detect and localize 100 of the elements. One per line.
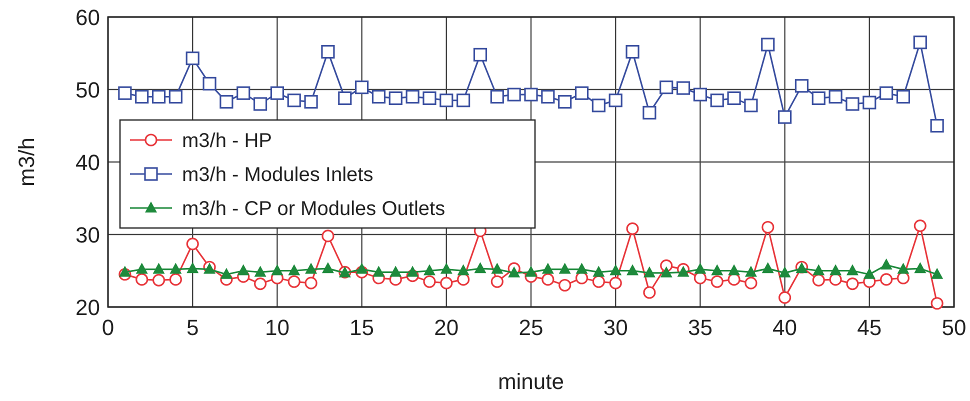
- x-tick-label: 10: [264, 315, 290, 340]
- point: [169, 273, 182, 286]
- point: [322, 262, 334, 274]
- point: [812, 264, 825, 276]
- point: [152, 262, 165, 274]
- point: [491, 262, 504, 274]
- point: [390, 266, 402, 277]
- point: [914, 220, 926, 232]
- point: [660, 80, 674, 94]
- point: [440, 276, 453, 290]
- point: [744, 266, 757, 277]
- point: [744, 276, 758, 290]
- point: [846, 264, 858, 276]
- point: [322, 230, 334, 242]
- point: [896, 272, 910, 284]
- point: [541, 90, 555, 104]
- point: [220, 268, 232, 279]
- point: [880, 258, 892, 270]
- point: [846, 97, 860, 111]
- y-tick-label: 40: [76, 150, 100, 175]
- point: [338, 91, 352, 105]
- point: [744, 98, 758, 112]
- point: [727, 91, 741, 105]
- point: [186, 52, 200, 66]
- legend-label: m3/h - HP: [182, 130, 272, 152]
- point: [930, 118, 944, 133]
- point: [220, 95, 234, 109]
- point: [626, 45, 640, 59]
- point: [710, 94, 724, 108]
- point: [762, 262, 774, 274]
- x-tick-label: 40: [772, 315, 798, 340]
- point: [355, 80, 369, 94]
- point: [762, 220, 774, 234]
- point: [474, 262, 486, 274]
- point: [456, 94, 470, 108]
- point: [710, 275, 724, 288]
- point: [440, 262, 452, 274]
- point: [168, 90, 182, 104]
- point: [321, 45, 335, 59]
- legend-label: m3/h - CP or Modules Outlets: [182, 198, 446, 220]
- point: [609, 276, 622, 290]
- point: [305, 262, 318, 274]
- y-axis-title: m3/h: [14, 138, 39, 186]
- point: [592, 275, 605, 288]
- point: [422, 91, 436, 105]
- x-tick-label: 5: [186, 315, 199, 340]
- x-tick-label: 45: [857, 315, 882, 340]
- y-tick-label: 30: [76, 222, 100, 248]
- point: [236, 86, 250, 100]
- point: [118, 86, 132, 100]
- point: [880, 273, 893, 286]
- point: [778, 110, 792, 124]
- y-tick-label: 60: [76, 5, 100, 30]
- point: [642, 106, 656, 120]
- point: [135, 90, 149, 104]
- point: [576, 262, 588, 274]
- point: [643, 286, 656, 299]
- point: [372, 266, 385, 277]
- legend-label: m3/h - Modules Inlets: [182, 164, 374, 186]
- point: [524, 88, 538, 102]
- point: [592, 266, 605, 277]
- point: [592, 98, 606, 112]
- point: [136, 273, 148, 286]
- point: [846, 278, 859, 290]
- x-tick-label: 35: [688, 315, 712, 340]
- point: [610, 264, 622, 276]
- y-tick-label: 50: [76, 78, 100, 102]
- point: [558, 95, 572, 109]
- point: [558, 262, 571, 274]
- point: [287, 94, 301, 108]
- point: [508, 266, 520, 278]
- point: [660, 266, 672, 278]
- point: [271, 264, 284, 276]
- point: [136, 262, 148, 274]
- point: [118, 266, 131, 277]
- point: [643, 266, 656, 278]
- point: [830, 264, 842, 276]
- point: [677, 266, 690, 277]
- point: [558, 278, 572, 292]
- point: [304, 95, 318, 109]
- point: [288, 275, 300, 288]
- point: [880, 86, 894, 100]
- point: [542, 273, 554, 286]
- point: [676, 81, 690, 95]
- point: [828, 90, 842, 104]
- point: [237, 264, 250, 276]
- point: [794, 79, 809, 93]
- point: [254, 266, 266, 277]
- point: [423, 275, 436, 288]
- point: [693, 88, 707, 102]
- x-tick-label: 15: [350, 315, 374, 340]
- point: [304, 276, 318, 290]
- point: [152, 90, 166, 104]
- point: [186, 238, 199, 250]
- point: [202, 76, 216, 90]
- point: [525, 266, 537, 277]
- point: [170, 262, 182, 274]
- point: [761, 38, 775, 52]
- point: [186, 262, 199, 274]
- point: [608, 94, 622, 108]
